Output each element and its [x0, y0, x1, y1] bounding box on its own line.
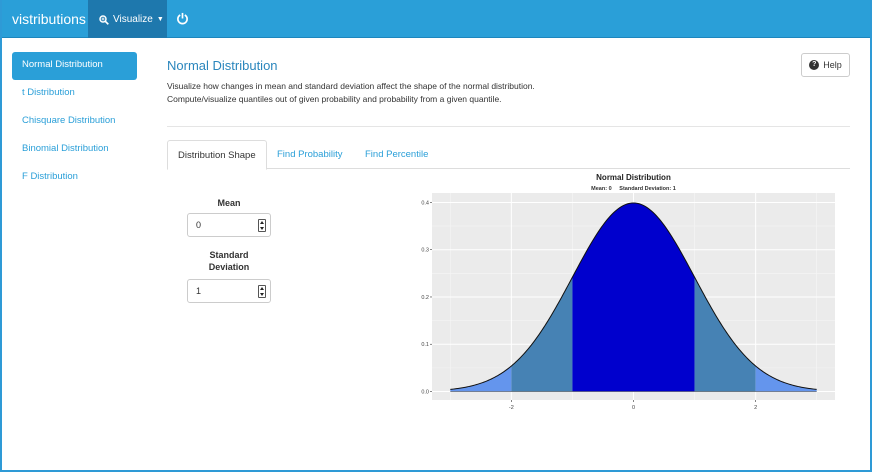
- y-tick-label: 0.1: [421, 342, 429, 348]
- sidebar: Normal Distribution t Distribution Chisq…: [12, 52, 137, 192]
- divider: [167, 126, 850, 127]
- y-tick-label: 0.0: [421, 389, 429, 395]
- page-description: Visualize how changes in mean and standa…: [167, 80, 535, 106]
- y-tick-label: 0.2: [421, 295, 429, 301]
- page-title: Normal Distribution: [167, 58, 278, 73]
- tab-bar: Distribution Shape Find Probability Find…: [167, 140, 850, 170]
- mean-input[interactable]: 0: [187, 213, 271, 237]
- x-tick-label: 2: [754, 405, 757, 411]
- chart-subtitle: Mean: 0 Standard Deviation: 1: [591, 186, 676, 192]
- sd-label-line-2: Deviation: [208, 262, 250, 272]
- distribution-region-0: [450, 365, 512, 392]
- power-icon[interactable]: [176, 12, 189, 25]
- tab-find-percentile[interactable]: Find Percentile: [365, 149, 429, 160]
- y-tick-label: 0.3: [421, 248, 429, 254]
- mean-label: Mean: [217, 198, 241, 208]
- distribution-region-2: [572, 202, 695, 392]
- sidebar-item-t[interactable]: t Distribution: [22, 87, 75, 98]
- spinner-icon[interactable]: [258, 285, 266, 298]
- x-tick-label: 0: [632, 405, 635, 411]
- sd-value: 1: [196, 286, 202, 296]
- y-tick-label: 0.4: [421, 200, 429, 206]
- tab-find-probability[interactable]: Find Probability: [277, 149, 343, 160]
- help-label: Help: [823, 60, 842, 70]
- description-line-2: Compute/visualize quantiles out of given…: [167, 94, 502, 104]
- x-tick-label: -2: [509, 405, 514, 411]
- question-icon: ?: [809, 60, 820, 70]
- caret-down-icon: ▼: [156, 16, 164, 23]
- mean-value: 0: [196, 220, 202, 230]
- nav-visualize[interactable]: Visualize ▼: [99, 14, 164, 25]
- description-line-1: Visualize how changes in mean and standa…: [167, 81, 535, 91]
- brand[interactable]: vistributions: [12, 11, 86, 27]
- nav-visualize-tab[interactable]: [88, 0, 167, 38]
- tab-distribution-shape[interactable]: Distribution Shape: [167, 140, 267, 170]
- density-curve: [450, 202, 817, 390]
- sd-input[interactable]: 1: [187, 279, 271, 303]
- nav-visualize-label: Visualize: [113, 14, 153, 25]
- sidebar-item-f[interactable]: F Distribution: [22, 171, 78, 182]
- zoom-icon: [99, 14, 109, 25]
- normal-distribution-chart: 0.0 0.1 0.2 0.3 0.4 -2 0 2 Normal Distribution Me…: [421, 173, 835, 411]
- sidebar-item-normal[interactable]: Normal Distribution: [12, 52, 137, 80]
- help-button[interactable]: ? Help: [801, 53, 850, 77]
- sidebar-item-chisquare[interactable]: Chisquare Distribution: [22, 115, 116, 126]
- sd-label-line-1: Standard: [209, 250, 249, 260]
- sd-label: Standard Deviation: [187, 249, 271, 273]
- chart-title: Normal Distribution: [596, 173, 671, 182]
- spinner-icon[interactable]: [258, 219, 266, 232]
- distribution-region-4: [755, 365, 817, 392]
- sidebar-item-binomial[interactable]: Binomial Distribution: [22, 143, 109, 154]
- navbar: vistributions Visualize ▼: [0, 0, 872, 38]
